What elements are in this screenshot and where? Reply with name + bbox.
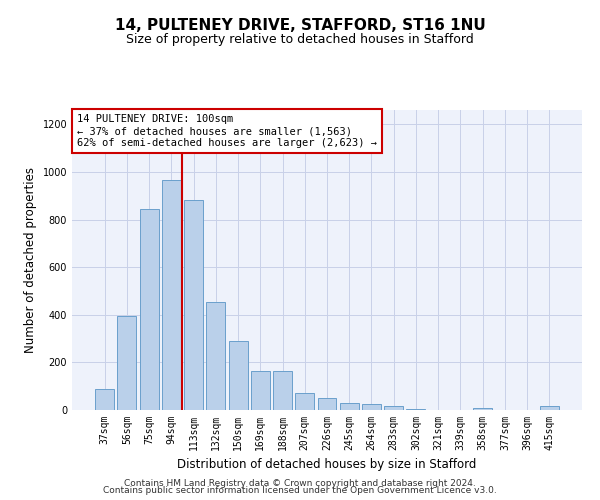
Bar <box>251 370 270 410</box>
Y-axis label: Number of detached properties: Number of detached properties <box>24 167 37 353</box>
Bar <box>295 394 314 410</box>
Bar <box>473 408 492 410</box>
Bar <box>184 200 203 410</box>
Text: Size of property relative to detached houses in Stafford: Size of property relative to detached ho… <box>126 32 474 46</box>
Bar <box>95 388 114 410</box>
Text: Contains HM Land Registry data © Crown copyright and database right 2024.: Contains HM Land Registry data © Crown c… <box>124 478 476 488</box>
Bar <box>384 406 403 410</box>
Text: 14 PULTENEY DRIVE: 100sqm
← 37% of detached houses are smaller (1,563)
62% of se: 14 PULTENEY DRIVE: 100sqm ← 37% of detac… <box>77 114 377 148</box>
Bar <box>140 209 158 410</box>
Bar <box>273 370 292 410</box>
Bar <box>317 398 337 410</box>
Bar <box>406 409 425 410</box>
Text: Contains public sector information licensed under the Open Government Licence v3: Contains public sector information licen… <box>103 486 497 495</box>
Bar <box>340 403 359 410</box>
Text: 14, PULTENEY DRIVE, STAFFORD, ST16 1NU: 14, PULTENEY DRIVE, STAFFORD, ST16 1NU <box>115 18 485 32</box>
Bar <box>229 341 248 410</box>
Bar <box>162 180 181 410</box>
X-axis label: Distribution of detached houses by size in Stafford: Distribution of detached houses by size … <box>178 458 476 471</box>
Bar <box>362 404 381 410</box>
Bar <box>540 406 559 410</box>
Bar <box>206 302 225 410</box>
Bar <box>118 316 136 410</box>
